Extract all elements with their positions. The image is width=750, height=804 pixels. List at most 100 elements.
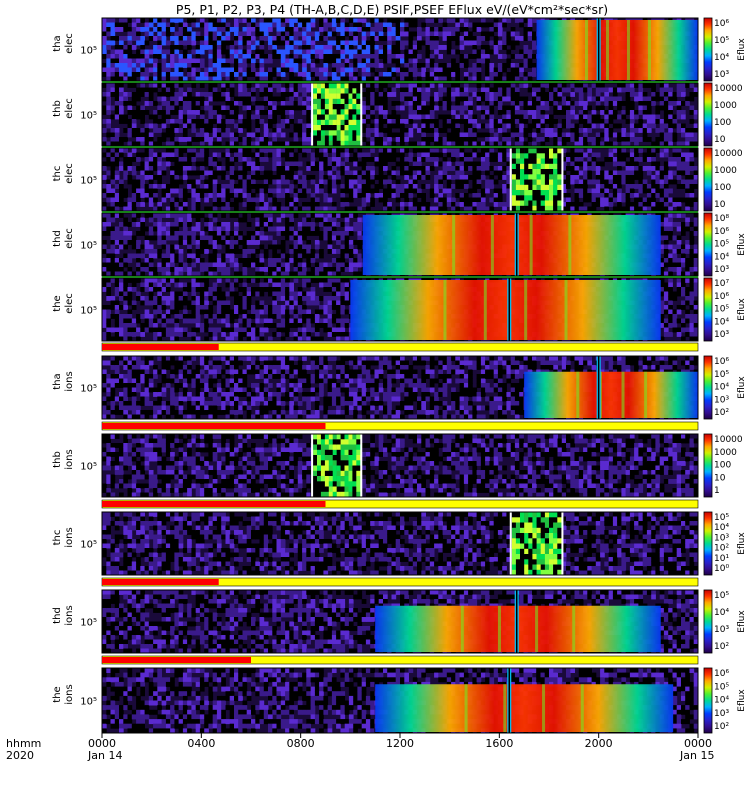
colorbar-tick: 10 xyxy=(714,473,726,483)
mode-block xyxy=(313,434,360,497)
flux-striation xyxy=(484,280,487,340)
flux-striation xyxy=(524,280,527,340)
flux-region xyxy=(524,372,698,418)
panel-label-probe: tha xyxy=(52,373,63,389)
state-bar-red xyxy=(102,579,219,585)
colorbar-tick: 10⁴ xyxy=(714,252,729,262)
panel-label-probe: the xyxy=(52,295,63,311)
flux-striation xyxy=(542,684,545,732)
panel-label-probe: the xyxy=(52,686,63,702)
flux-striation xyxy=(498,606,501,652)
colorbar-tick: 10³ xyxy=(714,330,729,340)
flux-region xyxy=(537,20,698,80)
y-tick-label: 10⁵ xyxy=(80,540,97,551)
colorbar-tick: 10⁴ xyxy=(714,383,729,393)
flux-striation xyxy=(452,215,455,275)
block-edge-left xyxy=(510,512,512,575)
flux-striation xyxy=(568,215,571,275)
colorbar-tick: 10000 xyxy=(714,84,743,94)
colorbar-tick: 10 xyxy=(714,135,726,145)
panel-label-species: elec xyxy=(64,33,75,54)
x-tick-label: 0800 xyxy=(287,737,315,750)
colorbar-label: Eflux xyxy=(737,689,747,712)
block-edge-left xyxy=(311,83,313,146)
panel-label-species: elec xyxy=(64,98,75,119)
colorbar-tick: 10² xyxy=(714,642,729,652)
colorbar-tick: 10⁸ xyxy=(714,214,729,224)
colorbar-tick: 10⁵ xyxy=(714,305,729,315)
flux-striation xyxy=(465,684,468,732)
flux-striation xyxy=(491,215,494,275)
colorbar-tick: 10² xyxy=(714,408,729,418)
colorbar-tick: 10³ xyxy=(714,70,729,80)
panel-label-probe: thc xyxy=(52,166,63,182)
colorbar-label: Eflux xyxy=(737,233,747,256)
colorbar: 10000 1000 100 10 xyxy=(704,83,743,146)
x-tick-label: 2000 xyxy=(585,737,613,750)
flux-region xyxy=(350,280,660,340)
panel-label-species: ions xyxy=(64,449,75,469)
block-edge-right xyxy=(561,148,563,211)
colorbar-gradient xyxy=(704,213,712,276)
colorbar-tick: 10³ xyxy=(714,265,729,275)
colorbar-tick: 100 xyxy=(714,118,731,128)
panel-label-probe: thb xyxy=(52,100,63,117)
colorbar-tick: 100 xyxy=(714,461,731,471)
mode-block xyxy=(512,512,562,575)
block-edge-right xyxy=(561,512,563,575)
flux-striation xyxy=(565,280,568,340)
panel-label-probe: thc xyxy=(52,530,63,546)
panel-label-species: elec xyxy=(64,163,75,184)
x-date-left: Jan 14 xyxy=(87,749,122,762)
colorbar-tick: 1000 xyxy=(714,101,737,111)
colorbar-tick: 10³ xyxy=(714,709,729,719)
x-date-right: Jan 15 xyxy=(679,749,714,762)
state-bar-red xyxy=(102,501,326,507)
colorbar-tick: 10⁵ xyxy=(714,682,729,692)
mode-block xyxy=(512,148,562,211)
flux-striation xyxy=(627,20,630,80)
state-bar-red xyxy=(102,423,326,429)
colorbar-gradient xyxy=(704,512,712,575)
colorbar-tick: 10⁶ xyxy=(714,227,729,237)
colorbar-tick: 1000 xyxy=(714,166,737,176)
state-bar-red xyxy=(102,657,251,663)
data-dip-core xyxy=(516,213,518,276)
data-dip-core xyxy=(516,590,518,653)
flux-region xyxy=(375,684,673,732)
panel-label-species: elec xyxy=(64,228,75,249)
colorbar-tick: 10² xyxy=(714,544,729,554)
colorbar-tick: 1 xyxy=(714,486,720,496)
flux-striation xyxy=(572,606,575,652)
panel-label-species: ions xyxy=(64,527,75,547)
y-tick-label: 10⁵ xyxy=(80,697,97,708)
flux-striation xyxy=(585,20,588,80)
data-dip-core xyxy=(598,356,600,419)
panel-label-probe: thb xyxy=(52,451,63,468)
y-tick-label: 10⁵ xyxy=(80,241,97,252)
colorbar-gradient xyxy=(704,434,712,497)
colorbar-tick: 10⁶ xyxy=(714,292,729,302)
colorbar-tick: 10000 xyxy=(714,149,743,159)
flux-striation xyxy=(644,372,647,418)
mode-block xyxy=(313,83,360,146)
colorbar-tick: 10⁶ xyxy=(714,669,729,679)
colorbar-gradient xyxy=(704,83,712,146)
block-edge-right xyxy=(360,434,362,497)
x-tick-label: 0400 xyxy=(187,737,215,750)
colorbar-label: Eflux xyxy=(737,532,747,555)
